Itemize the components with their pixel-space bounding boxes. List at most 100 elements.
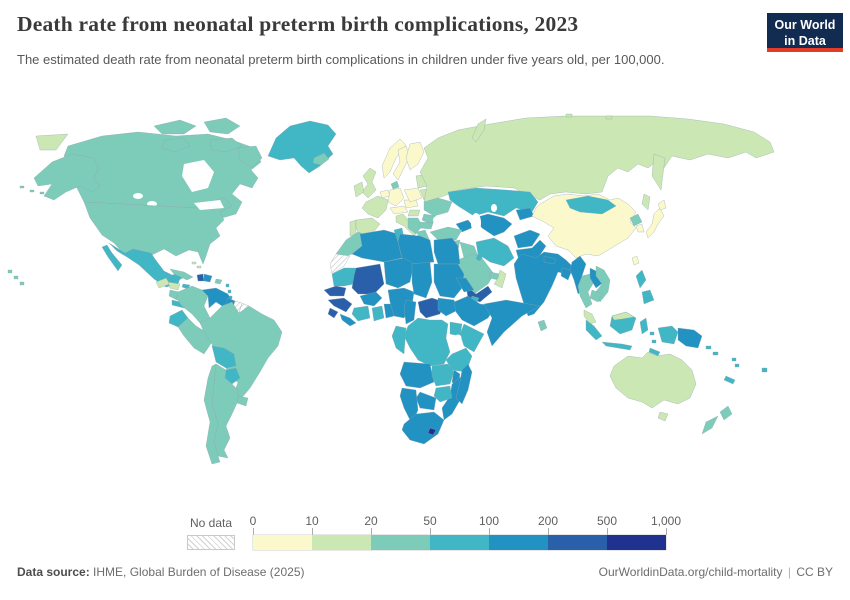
country-indonesia-sulawesi[interactable] [639, 317, 649, 335]
country-uruguay[interactable] [236, 395, 249, 407]
countries-uzbekistan-turkmenistan[interactable] [473, 213, 513, 237]
country-ghana[interactable] [371, 305, 385, 322]
aleutian-islands[interactable] [19, 185, 45, 195]
hawaii-islands[interactable] [7, 269, 25, 286]
country-bangladesh[interactable] [560, 267, 573, 281]
country-canada-island[interactable] [153, 119, 197, 135]
country-kenya[interactable] [459, 323, 485, 353]
countries-congo-gabon[interactable] [391, 325, 407, 355]
country-indonesia-sumatra[interactable] [585, 319, 603, 341]
country-canada-island[interactable] [209, 137, 243, 153]
country-ireland[interactable] [353, 181, 365, 198]
country-switzerland-austria[interactable] [389, 205, 409, 215]
country-canada-baffin[interactable] [237, 145, 263, 169]
legend-bin-20-50[interactable] [371, 535, 430, 550]
country-south-africa[interactable] [401, 411, 445, 445]
country-guinea[interactable] [327, 297, 353, 313]
country-eritrea[interactable] [455, 277, 475, 293]
country-sweden[interactable] [392, 145, 411, 181]
country-sudan[interactable] [433, 263, 465, 299]
country-japan[interactable] [645, 207, 665, 239]
country-turkey[interactable] [429, 226, 463, 241]
country-chad[interactable] [411, 261, 433, 299]
country-greenland[interactable] [267, 120, 337, 174]
country-chile[interactable] [203, 363, 221, 465]
footer-link[interactable]: OurWorldinData.org/child-mortality [598, 565, 783, 579]
country-liberia[interactable] [339, 313, 357, 327]
country-china[interactable] [531, 193, 637, 259]
country-egypt[interactable] [433, 237, 461, 265]
country-mali[interactable] [351, 263, 385, 295]
country-canada[interactable] [63, 131, 262, 219]
country-japan-hokkaido[interactable] [657, 199, 667, 211]
country-uganda[interactable] [449, 321, 463, 337]
country-australia-tasmania[interactable] [657, 411, 669, 422]
country-germany[interactable] [387, 187, 405, 207]
country-usa-alaska[interactable] [33, 153, 101, 201]
country-honduras[interactable] [167, 281, 181, 291]
country-bahamas[interactable] [191, 261, 202, 269]
country-cote-divoire[interactable] [351, 305, 371, 322]
country-russia-chukotka[interactable] [35, 133, 69, 151]
country-ethiopia[interactable] [453, 295, 497, 327]
country-puerto-rico[interactable] [214, 278, 223, 285]
country-russia-sakhalin[interactable] [641, 193, 651, 211]
country-zimbabwe[interactable] [433, 385, 453, 403]
country-haiti[interactable] [196, 273, 205, 282]
country-iceland[interactable] [312, 152, 330, 166]
country-botswana[interactable] [415, 391, 437, 411]
country-bulgaria[interactable] [418, 221, 434, 230]
country-indonesia-papua[interactable] [657, 325, 679, 345]
country-fiji[interactable] [761, 367, 768, 373]
country-afghanistan[interactable] [513, 229, 541, 249]
country-iran[interactable] [475, 237, 515, 267]
country-india[interactable] [513, 251, 575, 317]
country-bolivia[interactable] [211, 345, 237, 369]
country-dominican-republic[interactable] [203, 273, 213, 283]
country-cuba[interactable] [169, 268, 194, 281]
territory-new-caledonia[interactable] [723, 375, 736, 385]
territory-western-sahara[interactable] [329, 253, 351, 275]
country-new-zealand[interactable] [701, 405, 733, 435]
country-angola[interactable] [399, 361, 435, 389]
country-belgium-netherlands[interactable] [379, 189, 391, 199]
country-dr-congo[interactable] [403, 317, 451, 367]
country-oman[interactable] [493, 269, 507, 289]
country-central-african-republic[interactable] [417, 297, 445, 319]
country-russia-kamchatka[interactable] [651, 153, 666, 191]
legend-bin-50-100[interactable] [430, 535, 489, 550]
country-russia-arctic-islands[interactable] [565, 113, 613, 120]
country-senegal[interactable] [323, 285, 347, 297]
country-sri-lanka[interactable] [537, 319, 548, 332]
country-kazakhstan[interactable] [447, 187, 539, 217]
countries-balkans[interactable] [407, 217, 423, 235]
legend-bin-500-1000[interactable] [607, 535, 666, 550]
country-solomon-islands[interactable] [705, 345, 719, 356]
country-hungary[interactable] [407, 209, 421, 217]
country-south-korea[interactable] [635, 223, 645, 233]
country-indonesia-java[interactable] [601, 341, 633, 351]
legend-bin-200-500[interactable] [548, 535, 607, 550]
country-portugal[interactable] [349, 219, 357, 237]
country-vanuatu[interactable] [731, 357, 740, 368]
country-denmark[interactable] [390, 180, 400, 190]
no-data-swatch[interactable] [187, 535, 235, 550]
country-niger[interactable] [383, 257, 415, 289]
legend-bin-10-20[interactable] [312, 535, 371, 550]
country-russia-novaya-zemlya[interactable] [471, 118, 487, 143]
country-cambodia[interactable] [589, 289, 603, 303]
country-madagascar[interactable] [455, 363, 473, 405]
country-burkina-faso[interactable] [359, 291, 383, 307]
country-malaysia[interactable] [583, 309, 597, 325]
country-indonesia-moluccas[interactable] [648, 331, 661, 357]
country-canada-island[interactable] [203, 117, 241, 135]
country-taiwan[interactable] [631, 255, 640, 266]
legend-bin-0-10[interactable] [253, 535, 312, 550]
country-cameroon[interactable] [403, 299, 417, 325]
country-mexico-baja[interactable] [101, 244, 123, 272]
legend-bin-100-200[interactable] [489, 535, 548, 550]
country-malaysia-borneo[interactable] [611, 311, 635, 321]
country-nepal[interactable] [543, 255, 557, 265]
country-papua-new-guinea[interactable] [677, 327, 703, 349]
country-sierra-leone[interactable] [327, 307, 339, 319]
